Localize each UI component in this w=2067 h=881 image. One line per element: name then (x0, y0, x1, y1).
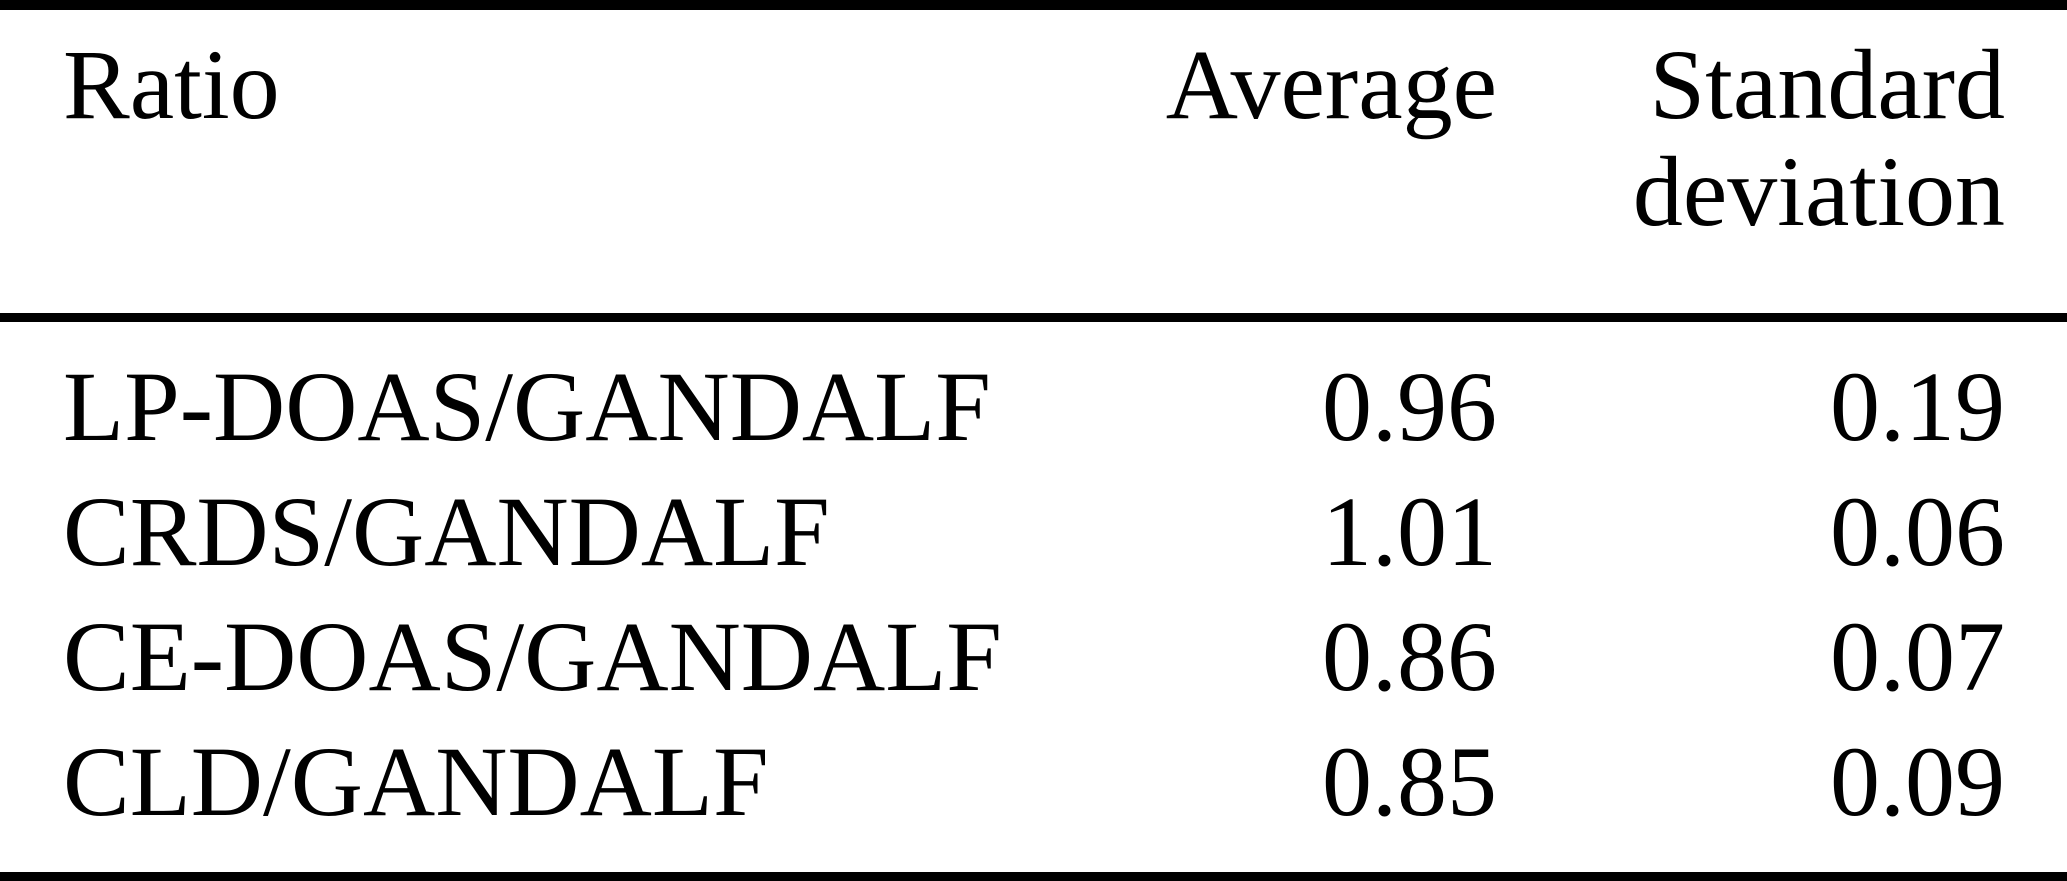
ratio-cell: CRDS/GANDALF (63, 476, 830, 587)
average-cell: 0.86 (1322, 601, 1497, 712)
ratio-cell: LP-DOAS/GANDALF (63, 351, 991, 462)
std-deviation-cell: 0.07 (1830, 601, 2005, 712)
ratio-cell: CLD/GANDALF (63, 726, 769, 837)
table-header: Ratio Average Standard deviation (0, 5, 2067, 322)
header-row: Ratio Average Standard deviation (0, 5, 2067, 322)
column-header-average: Average (1100, 5, 1497, 322)
average-cell: 0.85 (1322, 726, 1497, 837)
std-deviation-cell: 0.06 (1830, 476, 2005, 587)
table-body: LP-DOAS/GANDALF 0.96 0.19 CRDS/GANDALF 1… (0, 318, 2067, 877)
average-cell: 0.96 (1322, 351, 1497, 462)
average-cell: 1.01 (1322, 476, 1497, 587)
column-header-ratio: Ratio (0, 5, 1100, 322)
table-row: LP-DOAS/GANDALF 0.96 0.19 (0, 318, 2067, 470)
std-deviation-cell: 0.09 (1830, 726, 2005, 837)
table-row: CE-DOAS/GANDALF 0.86 0.07 (0, 594, 2067, 719)
ratio-cell: CE-DOAS/GANDALF (63, 601, 1002, 712)
std-deviation-cell: 0.19 (1830, 351, 2005, 462)
table-row: CLD/GANDALF 0.85 0.09 (0, 719, 2067, 877)
table-row: CRDS/GANDALF 1.01 0.06 (0, 469, 2067, 594)
column-header-standard-deviation: Standard deviation (1497, 5, 2067, 322)
